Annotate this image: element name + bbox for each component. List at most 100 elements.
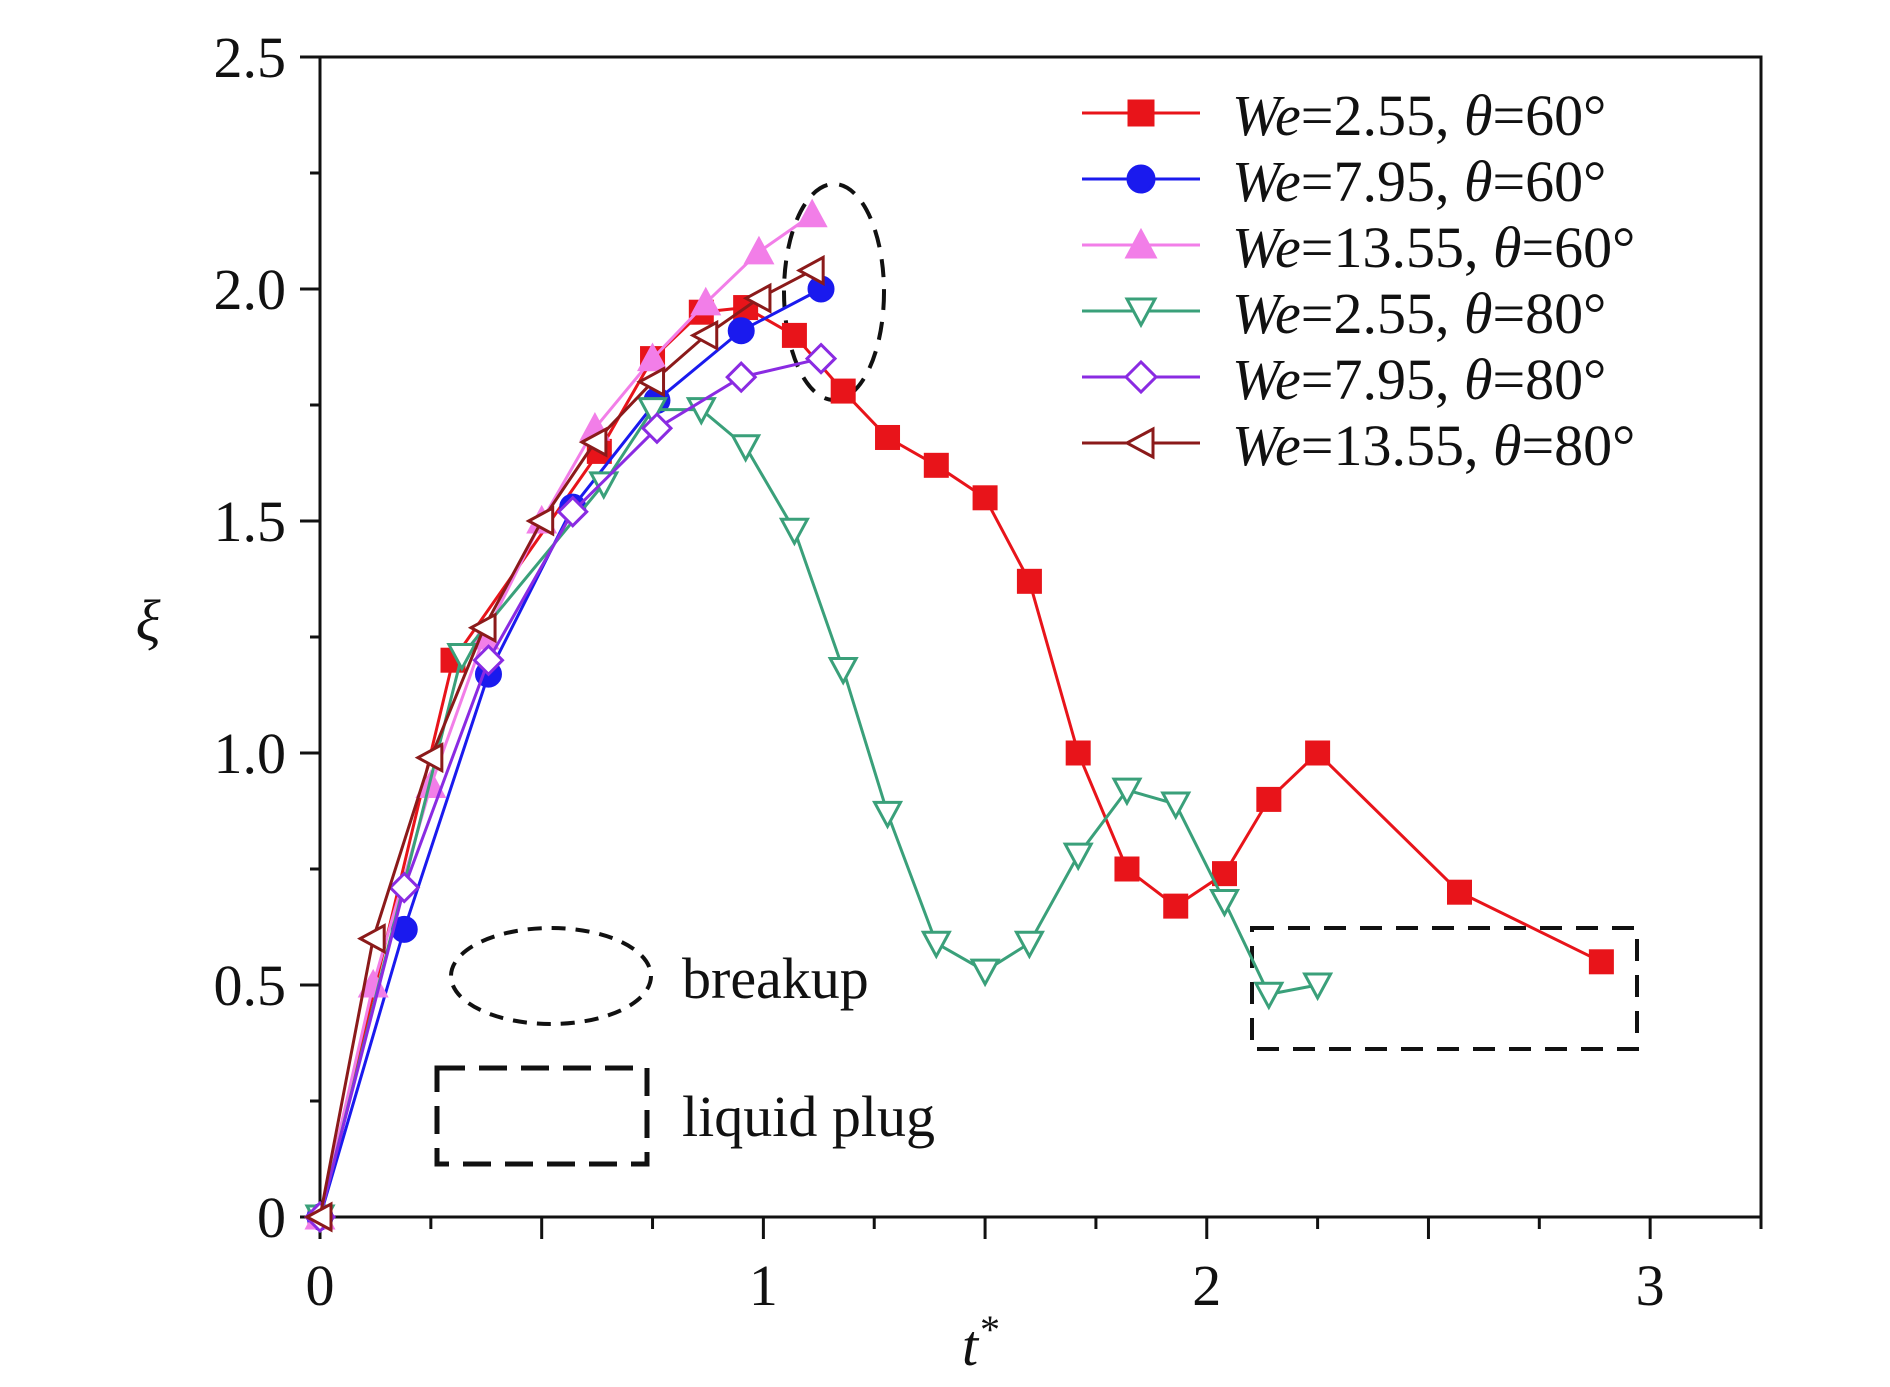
- legend-entry: We=7.95, θ=60°: [1082, 149, 1606, 214]
- legend-entry: We=2.55, θ=60°: [1082, 83, 1606, 148]
- series-line: [318, 287, 822, 1218]
- data-point: [969, 958, 1001, 988]
- legend-we: We: [1232, 149, 1301, 214]
- legend-theta: θ: [1464, 281, 1493, 346]
- data-point: [388, 871, 421, 904]
- data-point: [972, 485, 998, 511]
- data-point: [743, 235, 775, 265]
- data-point: [830, 378, 856, 404]
- breakup-key-ellipse: [449, 926, 653, 1026]
- data-point: [1127, 99, 1155, 127]
- legend-eq1: =7.95,: [1301, 347, 1464, 412]
- x-tick-label: 1: [749, 1253, 778, 1318]
- y-tick-label: 0.5: [214, 953, 287, 1018]
- data-point: [1446, 879, 1472, 905]
- x-axis-title-sup: *: [978, 1307, 998, 1352]
- data-point: [804, 342, 838, 375]
- series-6: [303, 254, 825, 1233]
- y-tick-label: 0: [257, 1185, 286, 1250]
- series-4: [304, 397, 1334, 1234]
- legend-eq2: =80°: [1492, 347, 1606, 412]
- axis-tick-labels: 0 1 2 3 0 0.5 1.0 1.5 2.0 2.5: [214, 25, 1665, 1318]
- legend-theta: θ: [1464, 149, 1493, 214]
- data-point: [1305, 740, 1331, 766]
- legend-label: We=13.55, θ=80°: [1232, 413, 1635, 478]
- legend-eq2: =80°: [1492, 281, 1606, 346]
- liquid-plug-region-box: [1250, 926, 1639, 1051]
- data-point: [1016, 568, 1042, 594]
- data-point: [1062, 842, 1094, 872]
- legend-label: We=7.95, θ=80°: [1232, 347, 1606, 412]
- data-point: [827, 656, 859, 686]
- y-tick-label: 1.5: [214, 489, 287, 554]
- data-point: [637, 397, 669, 426]
- data-point: [730, 434, 762, 463]
- x-tick-label: 3: [1636, 1253, 1665, 1318]
- legend-entry: We=13.55, θ=80°: [1082, 413, 1635, 478]
- data-point: [303, 1201, 333, 1233]
- legend-label: We=2.55, θ=80°: [1232, 281, 1606, 346]
- legend-eq2: =80°: [1521, 413, 1635, 478]
- liquid-plug-key-label: liquid plug: [682, 1084, 935, 1149]
- data-point: [1302, 972, 1334, 1002]
- legend-label: We=2.55, θ=60°: [1232, 83, 1606, 148]
- legend-theta: θ: [1493, 215, 1522, 280]
- data-point: [1123, 359, 1159, 395]
- data-point: [1126, 164, 1156, 194]
- data-point: [1065, 740, 1091, 766]
- data-point: [1588, 949, 1614, 975]
- legend-entry: We=2.55, θ=80°: [1082, 281, 1606, 346]
- data-point: [637, 342, 669, 372]
- data-point: [1124, 297, 1158, 329]
- data-point: [588, 471, 620, 501]
- series-3: [304, 198, 828, 1230]
- axis-ticks: [300, 55, 1763, 1239]
- legend-eq1: =7.95,: [1301, 149, 1464, 214]
- legend-eq1: =2.55,: [1301, 281, 1464, 346]
- legend-theta: θ: [1493, 413, 1522, 478]
- data-point: [472, 644, 505, 677]
- legend: We=2.55, θ=60°We=7.95, θ=60°We=13.55, θ=…: [1082, 83, 1635, 478]
- legend-eq1: =2.55,: [1301, 83, 1464, 148]
- x-axis-title: t*: [962, 1307, 998, 1378]
- data-point: [742, 282, 772, 314]
- y-axis-title: ξ: [136, 588, 161, 653]
- data-point: [636, 366, 666, 398]
- data-point: [1160, 791, 1192, 821]
- data-point: [920, 930, 952, 960]
- data-point: [357, 923, 386, 955]
- data-point: [727, 317, 755, 345]
- data-series: [303, 198, 1614, 1234]
- legend-eq2: =60°: [1492, 83, 1606, 148]
- data-point: [578, 426, 608, 458]
- data-point: [1256, 786, 1282, 812]
- data-point: [467, 612, 497, 644]
- data-point: [796, 198, 828, 228]
- legend-we: We: [1232, 347, 1301, 412]
- data-point: [1013, 930, 1045, 960]
- data-point: [556, 495, 589, 528]
- legend-label: We=7.95, θ=60°: [1232, 149, 1606, 214]
- data-point: [778, 517, 810, 547]
- legend-theta: θ: [1464, 83, 1493, 148]
- data-point: [525, 505, 555, 537]
- data-point: [1212, 861, 1238, 887]
- y-tick-label: 2.0: [214, 257, 287, 322]
- legend-we: We: [1232, 215, 1301, 280]
- data-point: [1253, 981, 1285, 1011]
- data-point: [1114, 856, 1140, 882]
- data-point: [690, 286, 722, 316]
- x-tick-label: 0: [306, 1253, 335, 1318]
- legend-label: We=13.55, θ=60°: [1232, 215, 1635, 280]
- x-tick-label: 2: [1192, 1253, 1221, 1318]
- data-point: [1124, 227, 1158, 259]
- legend-eq1: =13.55,: [1301, 215, 1493, 280]
- data-point: [446, 643, 478, 672]
- legend-eq1: =13.55,: [1301, 413, 1493, 478]
- liquid-plug-key-box: [434, 1065, 650, 1167]
- legend-theta: θ: [1464, 347, 1493, 412]
- data-point: [796, 254, 825, 286]
- y-tick-label: 1.0: [214, 721, 287, 786]
